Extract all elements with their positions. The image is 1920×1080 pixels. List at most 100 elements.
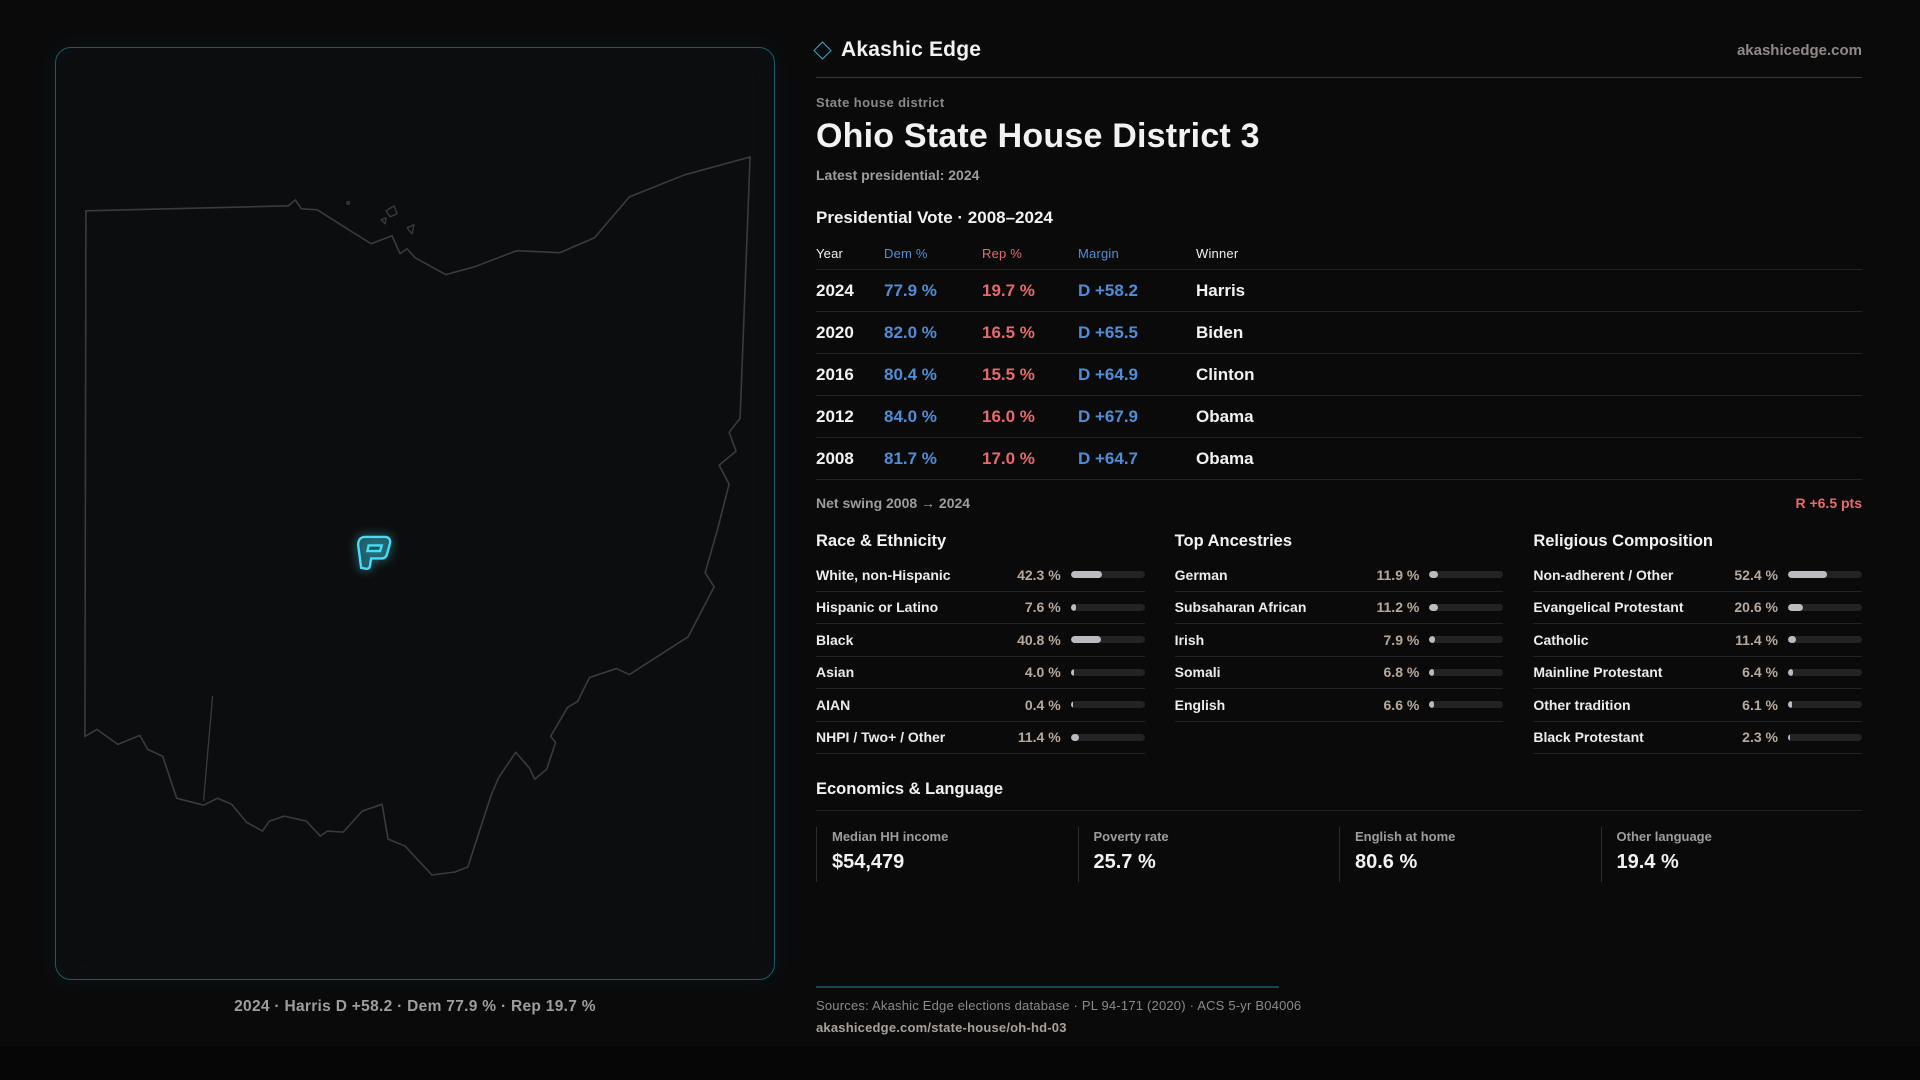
list-item: Subsaharan African 11.2 % [1174, 592, 1504, 624]
dem-pct-cell: 82.0 % [884, 322, 937, 342]
demographic-bar [1787, 668, 1862, 676]
net-swing-value: R +6.5 pts [1795, 495, 1862, 511]
lake-erie-island-icon [380, 217, 387, 225]
dem-pct-cell: 81.7 % [884, 448, 937, 468]
lake-erie-island-icon [385, 205, 398, 218]
brand-site-link[interactable]: akashicedge.com [1736, 41, 1862, 59]
vote-table-title: Presidential Vote · 2008–2024 [816, 208, 1053, 227]
list-item: AIAN 0.4 % [816, 689, 1145, 722]
demographic-value: 11.4 % [1735, 631, 1778, 648]
lake-erie-island-icon [346, 200, 351, 205]
ohio-state-outline [84, 156, 751, 876]
list-item: White, non-Hispanic 42.3 % [816, 559, 1145, 592]
section-title: Race & Ethnicity [816, 532, 947, 550]
stat-value: 19.4 % [1616, 851, 1679, 873]
demographic-value: 7.9 % [1383, 631, 1420, 648]
list-item: German 11.9 % [1174, 559, 1504, 592]
list-item: Black Protestant 2.3 % [1533, 722, 1862, 754]
demographic-bar [1429, 668, 1504, 676]
sources-text: Sources: Akashic Edge elections database… [816, 998, 1302, 1013]
winner-cell: Biden [1196, 322, 1244, 342]
bar-fill [1070, 701, 1073, 709]
bar-fill [1070, 571, 1102, 579]
margin-cell: D +64.9 [1078, 364, 1139, 384]
bar-fill [1070, 603, 1077, 611]
demographic-label: Other tradition [1533, 696, 1631, 713]
winner-cell: Harris [1196, 280, 1246, 300]
bar-fill [1787, 636, 1797, 644]
brand: Akashic Edge [813, 38, 981, 62]
stat-card: Poverty rate 25.7 % [1077, 827, 1340, 882]
stat-label: English at home [1355, 829, 1456, 844]
demographic-bar [1070, 571, 1145, 579]
net-swing-row: Net swing 2008 → 2024 R +6.5 pts [816, 495, 1862, 511]
bar-fill [1429, 668, 1435, 676]
demographic-value: 0.4 % [1024, 696, 1061, 713]
demographic-bar [1429, 571, 1504, 579]
list-item: Black 40.8 % [816, 624, 1145, 657]
list-item: Hispanic or Latino 7.6 % [816, 592, 1145, 624]
demographic-bar [1787, 701, 1862, 709]
bar-fill [1429, 636, 1436, 644]
stat-card: Other language 19.4 % [1600, 827, 1863, 882]
demographic-label: Catholic [1533, 631, 1589, 648]
list-item: Evangelical Protestant 20.6 % [1533, 592, 1862, 624]
table-row: 2008 81.7 % 17.0 % D +64.7 Obama [816, 438, 1862, 480]
economics-title: Economics & Language [816, 780, 1004, 798]
list-item: Irish 7.9 % [1174, 624, 1504, 657]
year-cell: 2008 [816, 448, 854, 468]
demographics-section: Top Ancestries German 11.9 % Subsaharan Afr… [1174, 532, 1504, 754]
demographic-label: AIAN [816, 696, 851, 713]
list-item: Catholic 11.4 % [1533, 624, 1862, 657]
rep-pct-cell: 19.7 % [982, 280, 1035, 300]
demographic-value: 11.4 % [1017, 729, 1061, 746]
winner-cell: Clinton [1196, 364, 1255, 384]
permalink-link[interactable]: akashicedge.com/state-house/oh-hd-03 [816, 1020, 1067, 1035]
list-item: NHPI / Two+ / Other 11.4 % [816, 722, 1145, 754]
rep-pct-cell: 15.5 % [982, 364, 1035, 384]
district-3-highlight[interactable] [356, 535, 392, 571]
demographics-columns: Race & Ethnicity White, non-Hispanic 42.3 … [816, 532, 1862, 754]
list-item: Asian 4.0 % [816, 657, 1145, 689]
bar-fill [1429, 603, 1438, 611]
footer-divider [816, 986, 1279, 988]
column-header: Margin [1078, 246, 1119, 261]
demographic-label: NHPI / Two+ / Other [816, 729, 946, 746]
demographic-value: 42.3 % [1017, 566, 1061, 583]
bar-fill [1429, 571, 1439, 579]
demographic-bar [1787, 571, 1862, 579]
demographic-value: 20.6 % [1734, 599, 1778, 616]
demographic-bar [1070, 668, 1145, 676]
winner-cell: Obama [1196, 406, 1254, 426]
year-cell: 2012 [816, 406, 854, 426]
demographic-bar [1429, 636, 1504, 644]
demographic-bar [1070, 733, 1145, 741]
dem-pct-cell: 84.0 % [884, 406, 937, 426]
stat-value: 80.6 % [1355, 851, 1418, 873]
stat-label: Median HH income [832, 829, 949, 844]
rep-pct-cell: 16.0 % [982, 406, 1035, 426]
demographic-value: 11.9 % [1376, 566, 1420, 583]
demographics-section: Religious Composition Non-adherent / Othe… [1533, 532, 1862, 754]
demographic-bar [1429, 701, 1504, 709]
map-caption: 2024 · Harris D +58.2 · Dem 77.9 % · Rep… [234, 998, 596, 1015]
demographic-value: 4.0 % [1024, 664, 1061, 681]
dem-pct-cell: 80.4 % [884, 364, 937, 384]
column-header: Dem % [884, 246, 928, 261]
bar-fill [1070, 668, 1074, 676]
column-header: Year [816, 246, 844, 261]
column-header: Rep % [982, 246, 1023, 261]
bar-fill [1070, 733, 1080, 741]
year-cell: 2016 [816, 364, 854, 384]
bar-fill [1787, 668, 1793, 676]
demographic-label: German [1174, 566, 1228, 583]
demographic-bar [1787, 636, 1862, 644]
demographic-bar [1787, 733, 1862, 741]
demographic-label: Mainline Protestant [1533, 664, 1663, 681]
demographic-label: Subsaharan African [1174, 599, 1307, 616]
stat-card: Median HH income $54,479 [816, 827, 1078, 882]
page-title: Ohio State House District 3 [816, 117, 1260, 155]
diamond-logo-icon [813, 40, 832, 60]
winner-cell: Obama [1196, 448, 1254, 468]
demographic-value: 7.6 % [1024, 599, 1061, 616]
